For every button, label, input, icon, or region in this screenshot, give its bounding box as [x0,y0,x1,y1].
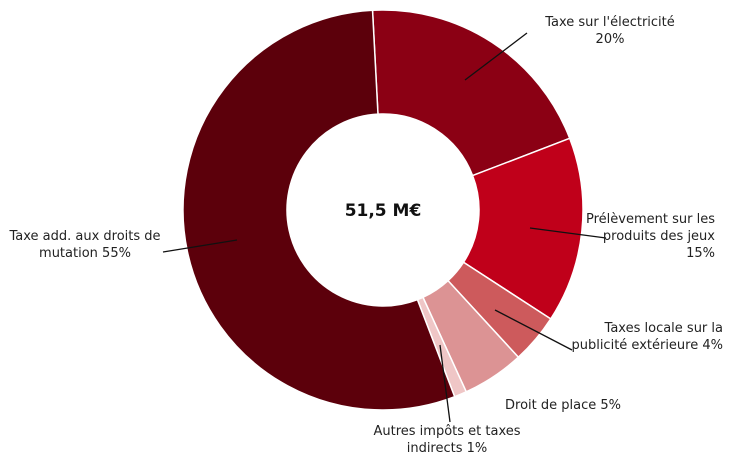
value-label: 55% [102,246,131,261]
leader-line [464,32,528,81]
category-name: Prélèvement sur les produits des jeux [586,212,715,244]
center-label: 51,5 M€ [345,201,422,221]
value-label: 20% [595,32,625,47]
category-name: Taxe add. aux droits de mutation [9,229,161,261]
leader-line [162,239,238,253]
wedge [182,9,456,411]
value-label: 15% [686,246,715,261]
leader-line [439,344,451,423]
category-name: Autres impôts et taxes indirects [373,424,521,456]
value-label: 1% [466,441,488,456]
value-label: 4% [702,338,723,353]
category-name: Droit de place [505,398,597,413]
slice-label: Autres impôts et taxes indirects 1% [372,423,522,457]
category-name: Taxe sur l'électricité [545,15,675,30]
slice-label: Taxe add. aux droits de mutation 55% [5,228,165,262]
leader-lines [162,32,607,423]
slice-label: Taxes locale sur la publicité extérieure… [548,320,723,354]
slice-label: Prélèvement sur les produits des jeux 15… [575,211,715,262]
leader-line [494,309,573,351]
slice-label: Taxe sur l'électricité 20% [540,14,680,48]
donut [182,9,584,411]
leader-line [529,227,607,239]
value-label: 5% [600,398,621,413]
wedge [371,9,571,177]
category-name: Taxes locale sur la publicité extérieure [571,321,723,353]
slice-label: Droit de place 5% [505,397,685,414]
